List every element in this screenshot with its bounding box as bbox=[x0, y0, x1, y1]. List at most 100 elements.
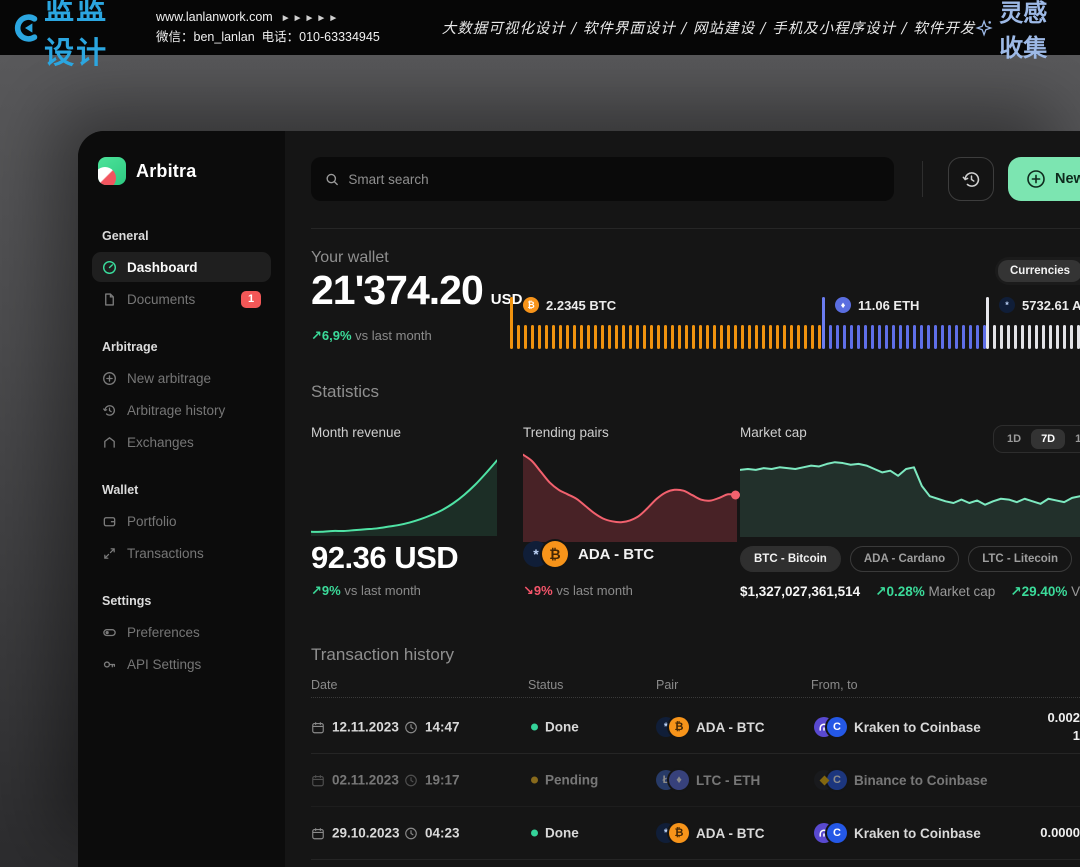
documents-badge: 1 bbox=[241, 291, 261, 308]
table-row[interactable]: 12.11.2023 14:47 Done *₿ADA - BTC CKrake… bbox=[311, 701, 1080, 754]
tx-amount: 0.0000 bbox=[1040, 824, 1080, 842]
holding-eth-label: ♦ 11.06 ETH bbox=[835, 297, 986, 313]
clock-icon bbox=[404, 826, 418, 840]
tx-status: Done bbox=[545, 826, 579, 841]
coinbase-icon: C bbox=[827, 770, 847, 790]
tx-time: 14:47 bbox=[425, 720, 460, 735]
nav-section-settings: Settings Preferences API Settings bbox=[92, 594, 271, 679]
eth-icon: ♦ bbox=[835, 297, 851, 313]
toggle-currencies[interactable]: Currencies bbox=[998, 260, 1080, 282]
holding-btc-label: ₿ 2.2345 BTC bbox=[523, 297, 822, 313]
lanlan-logo-icon bbox=[12, 8, 40, 48]
dashboard-icon bbox=[102, 260, 117, 275]
wallet-section-title: Your wallet bbox=[311, 249, 389, 267]
new-arbitrage-button[interactable]: New arbitrage bbox=[1008, 157, 1080, 201]
sidebar-item-portfolio[interactable]: Portfolio bbox=[92, 506, 271, 536]
transactions-icon bbox=[102, 546, 117, 561]
btc-icon: ₿ bbox=[523, 297, 539, 313]
holding-btc: ₿ 2.2345 BTC bbox=[510, 297, 822, 349]
btc-icon: ₿ bbox=[542, 541, 568, 567]
tx-pair: ADA - BTC bbox=[696, 826, 765, 841]
nav-section-arbitrage: Arbitrage New arbitrage Arbitrage histor… bbox=[92, 340, 271, 457]
nav-section-general: General Dashboard Documents 1 bbox=[92, 229, 271, 314]
range-1m[interactable]: 1M bbox=[1065, 429, 1080, 449]
nav-section-title: General bbox=[102, 229, 271, 243]
tx-pair: LTC - ETH bbox=[696, 773, 760, 788]
banner-url: www.lanlanwork.com bbox=[156, 10, 273, 24]
arbitra-logo-icon bbox=[98, 157, 126, 185]
trending-pair-change: ↘9% vs last month bbox=[523, 583, 633, 599]
search-input[interactable] bbox=[348, 172, 880, 187]
tx-time: 04:23 bbox=[425, 826, 460, 841]
market-cap-stats: $1,327,027,361,514 ↗0.28% Market cap ↗29… bbox=[740, 584, 1080, 600]
col-date: Date bbox=[311, 678, 337, 692]
sidebar-item-api-settings[interactable]: API Settings bbox=[92, 649, 271, 679]
pair-icons: *₿ bbox=[656, 717, 689, 737]
sidebar-item-label: Portfolio bbox=[127, 514, 177, 529]
nav-section-title: Arbitrage bbox=[102, 340, 271, 354]
sidebar-item-label: Arbitrage history bbox=[127, 403, 225, 418]
market-cap-value: $1,327,027,361,514 bbox=[740, 584, 860, 600]
pill-btc-bitcoin[interactable]: BTC - Bitcoin bbox=[740, 546, 841, 572]
month-revenue-change: ↗9% vs last month bbox=[311, 583, 421, 599]
sidebar-item-label: Dashboard bbox=[127, 260, 198, 275]
trending-pair-name: ADA - BTC bbox=[578, 546, 654, 563]
eth-ticks bbox=[829, 325, 986, 349]
sidebar-item-arbitrage-history[interactable]: Arbitrage history bbox=[92, 395, 271, 425]
holdings-bar: ₿ 2.2345 BTC ♦ 11.06 ETH bbox=[510, 297, 1080, 349]
sidebar-item-new-arbitrage[interactable]: New arbitrage bbox=[92, 363, 271, 393]
banner-collect-label: 灵感收集 bbox=[999, 0, 1066, 63]
history-icon bbox=[961, 169, 982, 190]
sidebar-item-dashboard[interactable]: Dashboard bbox=[92, 252, 271, 282]
tx-from-to: Binance to Coinbase bbox=[854, 773, 988, 788]
sidebar-item-label: Preferences bbox=[127, 625, 200, 640]
sidebar-item-label: API Settings bbox=[127, 657, 201, 672]
tx-pair: ADA - BTC bbox=[696, 720, 765, 735]
banner-arrows: ►►►►► bbox=[281, 13, 341, 24]
sidebar-item-label: Transactions bbox=[127, 546, 204, 561]
wallet-change: ↗6,9% vs last month bbox=[311, 328, 432, 344]
table-row[interactable]: 29.10.2023 04:23 Done *₿ADA - BTC CKrake… bbox=[311, 807, 1080, 860]
holding-ada-label: * 5732.61 ADA bbox=[999, 297, 1080, 313]
trending-pairs-chart bbox=[523, 452, 737, 542]
tx-date: 02.11.2023 bbox=[332, 773, 399, 788]
sidebar-item-documents[interactable]: Documents 1 bbox=[92, 284, 271, 314]
clock-icon bbox=[404, 773, 418, 787]
history-button[interactable] bbox=[948, 157, 994, 201]
pill-ada-cardano[interactable]: ADA - Cardano bbox=[850, 546, 959, 572]
exchange-icons: C bbox=[814, 770, 847, 790]
col-from-to: From, to bbox=[811, 678, 858, 692]
banner-brand-name: 蓝蓝设计 bbox=[44, 0, 134, 72]
exchange-building-icon bbox=[102, 435, 117, 450]
plus-circle-icon bbox=[1026, 169, 1046, 189]
sidebar-item-transactions[interactable]: Transactions bbox=[92, 538, 271, 568]
status-dot-done bbox=[531, 724, 538, 731]
sidebar-item-exchanges[interactable]: Exchanges bbox=[92, 427, 271, 457]
range-7d[interactable]: 7D bbox=[1031, 429, 1065, 449]
banner-wechat: 微信：ben_lanlan bbox=[156, 30, 255, 44]
calendar-icon bbox=[311, 773, 325, 787]
sidebar-item-label: New arbitrage bbox=[127, 371, 211, 386]
range-1d[interactable]: 1D bbox=[997, 429, 1031, 449]
app-logo: Arbitra bbox=[98, 157, 271, 185]
col-pair: Pair bbox=[656, 678, 678, 692]
month-revenue-value: 92.36 USD bbox=[311, 540, 458, 576]
clock-icon bbox=[404, 720, 418, 734]
btc-icon: ₿ bbox=[669, 823, 689, 843]
coinbase-icon: C bbox=[827, 823, 847, 843]
holding-eth: ♦ 11.06 ETH bbox=[822, 297, 986, 349]
toggle-icon bbox=[102, 625, 117, 640]
market-cap-label: Market cap bbox=[740, 425, 807, 440]
pill-ltc-litecoin[interactable]: LTC - Litecoin bbox=[968, 546, 1072, 572]
sidebar: Arbitra General Dashboard Documents 1 Ar… bbox=[78, 131, 285, 867]
segment-start-tick bbox=[986, 297, 989, 349]
document-icon bbox=[102, 292, 117, 307]
table-row[interactable]: 02.11.2023 19:17 Pending Ł♦LTC - ETH CBi… bbox=[311, 754, 1080, 807]
ada-icon: * bbox=[999, 297, 1015, 313]
status-dot-done bbox=[531, 830, 538, 837]
arbitra-app-window: Arbitra General Dashboard Documents 1 Ar… bbox=[78, 131, 1080, 867]
coinbase-icon: C bbox=[827, 717, 847, 737]
calendar-icon bbox=[311, 826, 325, 840]
status-dot-pending bbox=[531, 777, 538, 784]
sidebar-item-preferences[interactable]: Preferences bbox=[92, 617, 271, 647]
